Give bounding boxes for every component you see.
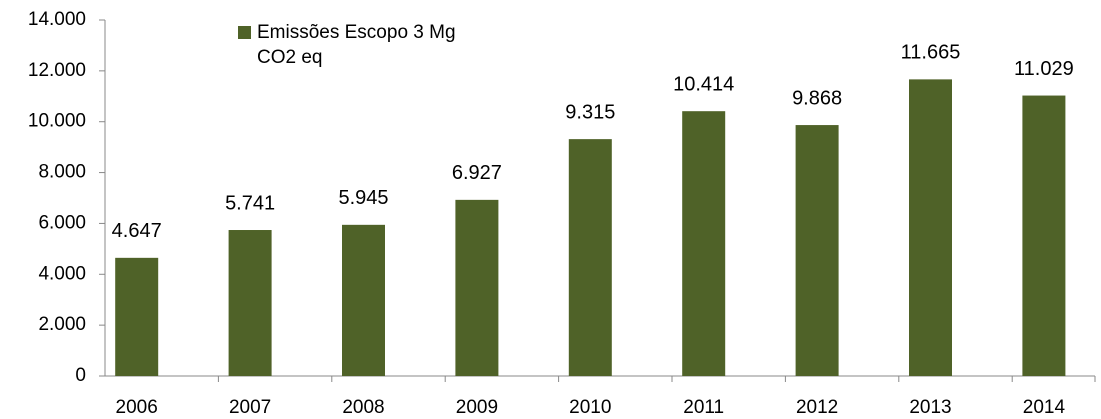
data-label: 9.315 xyxy=(565,101,615,123)
x-tick-label: 2012 xyxy=(796,397,838,418)
data-label: 5.945 xyxy=(338,187,388,209)
legend: Emissões Escopo 3 Mg CO2 eq xyxy=(238,20,498,70)
legend-label: Emissões Escopo 3 Mg CO2 eq xyxy=(257,22,456,68)
y-tick-label: 2.000 xyxy=(38,314,86,335)
data-label: 6.927 xyxy=(452,162,502,184)
bar xyxy=(909,79,952,376)
x-tick-label: 2009 xyxy=(456,397,498,418)
x-tick-label: 2013 xyxy=(909,397,951,418)
x-tick-label: 2014 xyxy=(1023,397,1066,418)
bar xyxy=(115,257,159,376)
bar xyxy=(568,139,612,376)
data-label: 5.741 xyxy=(225,192,275,214)
bar xyxy=(795,125,839,376)
x-tick-label: 2011 xyxy=(683,397,724,418)
y-tick-label: 0 xyxy=(75,365,86,386)
y-tick-label: 8.000 xyxy=(38,162,86,183)
data-label: 11.029 xyxy=(1014,58,1074,80)
y-tick-label: 14.000 xyxy=(28,9,86,30)
y-tick-label: 4.000 xyxy=(38,263,86,284)
data-label: 9.868 xyxy=(792,87,842,109)
data-label: 11.665 xyxy=(901,42,961,64)
legend-swatch xyxy=(238,26,251,39)
x-tick-label: 2007 xyxy=(229,397,271,418)
data-label: 4.647 xyxy=(112,220,162,242)
bar xyxy=(682,111,726,376)
bar xyxy=(342,224,385,376)
x-tick-label: 2006 xyxy=(116,397,158,418)
bar xyxy=(455,199,499,376)
bar xyxy=(228,230,272,376)
data-label: 10.414 xyxy=(673,73,734,95)
x-tick-label: 2010 xyxy=(569,397,611,418)
y-tick-label: 6.000 xyxy=(38,212,86,233)
y-tick-label: 10.000 xyxy=(28,111,86,132)
x-tick-label: 2008 xyxy=(342,397,384,418)
bar xyxy=(1022,95,1066,377)
y-tick-label: 12.000 xyxy=(28,60,86,81)
